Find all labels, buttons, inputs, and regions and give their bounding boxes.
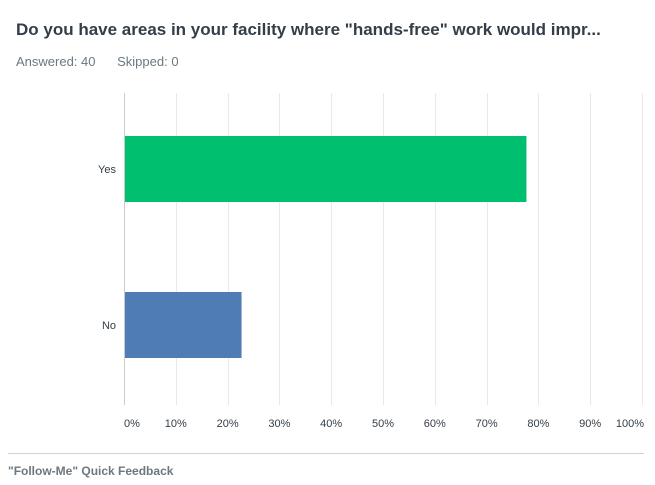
x-tick-label: 50%	[372, 418, 394, 430]
x-tick-label: 0%	[124, 418, 140, 430]
bar-chart: 0% 10% 20% 30% 40% 50% 60% 70% 80% 90% 100% Yes No	[98, 93, 644, 430]
survey-name: "Follow-Me" Quick Feedback	[8, 464, 174, 478]
answered-count: Answered: 40	[16, 54, 96, 69]
x-tick-label: 60%	[424, 418, 446, 430]
x-tick-label: 90%	[579, 418, 601, 430]
bar-yes	[125, 136, 527, 202]
skipped-count: Skipped: 0	[117, 54, 179, 69]
category-label: Yes	[98, 164, 116, 176]
x-tick-label: 80%	[527, 418, 549, 430]
x-tick-label: 20%	[217, 418, 239, 430]
question-title: Do you have areas in your facility where…	[16, 20, 601, 39]
x-tick-label: 100%	[616, 418, 644, 430]
response-stats: Answered: 40 Skipped: 0	[16, 54, 197, 69]
x-tick-label: 10%	[165, 418, 187, 430]
x-tick-label: 70%	[476, 418, 498, 430]
bar-no	[125, 292, 242, 358]
x-tick-label: 40%	[320, 418, 342, 430]
category-label: No	[102, 320, 116, 332]
x-tick-label: 30%	[268, 418, 290, 430]
footer-divider	[8, 453, 644, 454]
